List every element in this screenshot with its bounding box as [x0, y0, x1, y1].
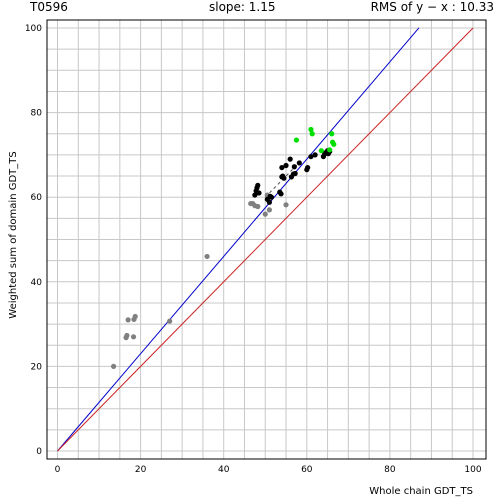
y-axis-label: Weighted sum of domain GDT_TS	[8, 151, 19, 318]
data-point	[262, 211, 268, 217]
data-point	[204, 253, 210, 260]
data-point	[327, 147, 333, 153]
data-point	[266, 207, 273, 213]
y-tick-label: 40	[31, 278, 43, 288]
data-point	[292, 170, 298, 177]
data-point	[281, 175, 287, 181]
data-point	[132, 313, 138, 320]
data-point	[110, 363, 117, 369]
y-tick-labels: 0 20 40 60 80 100	[25, 24, 42, 457]
x-tick-labels: 0 20 40 60 80 100	[55, 465, 482, 475]
data-point	[305, 164, 311, 171]
data-point	[252, 192, 258, 198]
data-point	[318, 148, 324, 154]
x-tick-label: 60	[301, 465, 313, 475]
x-tick-label: 0	[55, 465, 61, 475]
data-point	[255, 182, 261, 188]
x-tick-label: 100	[464, 465, 481, 475]
x-tick-label: 80	[384, 465, 396, 475]
y-tick-label: 0	[36, 447, 42, 457]
data-point	[312, 152, 318, 158]
data-point	[266, 199, 273, 205]
x-axis-label: Whole chain GDT_TS	[369, 486, 473, 497]
data-point	[256, 190, 262, 196]
data-point	[124, 332, 130, 339]
data-point	[293, 137, 300, 143]
x-tick-label: 40	[218, 465, 230, 475]
identity-line	[57, 27, 474, 452]
data-point	[279, 164, 285, 171]
y-tick-label: 60	[31, 193, 43, 203]
data-point	[283, 162, 289, 169]
data-point	[287, 156, 293, 162]
data-point	[308, 126, 314, 133]
rms-label: RMS of y − x : 10.33	[370, 0, 494, 14]
data-point	[296, 160, 302, 166]
data-point	[308, 153, 314, 160]
data-point	[283, 202, 289, 208]
plot-frame	[46, 19, 487, 460]
grid-lines	[47, 20, 486, 459]
data-point	[278, 191, 284, 197]
x-tick-label: 20	[135, 465, 147, 475]
fit-line	[57, 27, 420, 452]
data-point	[331, 141, 337, 147]
data-point	[309, 131, 315, 137]
data-points	[110, 126, 337, 369]
data-point	[291, 164, 297, 170]
data-point	[125, 317, 131, 323]
y-tick-label: 80	[31, 109, 43, 119]
data-point	[130, 334, 137, 340]
data-point	[255, 203, 261, 210]
slope-label: slope: 1.15	[209, 0, 276, 14]
data-point	[267, 193, 273, 199]
y-tick-label: 100	[25, 24, 42, 34]
y-tick-label: 20	[31, 362, 43, 372]
data-point	[329, 131, 335, 137]
data-point	[167, 318, 173, 324]
target-id: T0596	[30, 0, 68, 14]
